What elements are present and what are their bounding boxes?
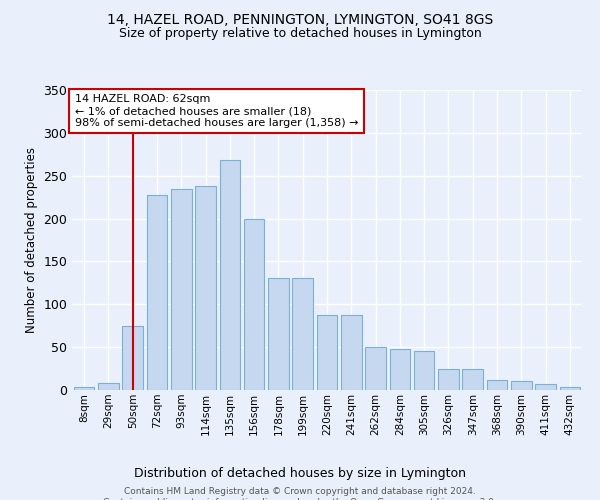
Bar	[292, 278, 313, 390]
Bar	[171, 190, 191, 390]
Bar	[244, 218, 265, 390]
Bar	[74, 388, 94, 390]
Bar	[463, 368, 483, 390]
Bar	[341, 314, 362, 390]
Bar	[220, 160, 240, 390]
Bar	[195, 186, 216, 390]
Bar	[365, 347, 386, 390]
Bar	[414, 350, 434, 390]
Bar	[317, 316, 337, 390]
Bar	[511, 382, 532, 390]
Text: 14, HAZEL ROAD, PENNINGTON, LYMINGTON, SO41 8GS: 14, HAZEL ROAD, PENNINGTON, LYMINGTON, S…	[107, 12, 493, 26]
Bar	[268, 278, 289, 390]
Bar	[389, 349, 410, 390]
Text: Size of property relative to detached houses in Lymington: Size of property relative to detached ho…	[119, 28, 481, 40]
Text: Contains HM Land Registry data © Crown copyright and database right 2024.
Contai: Contains HM Land Registry data © Crown c…	[103, 488, 497, 500]
Bar	[438, 368, 459, 390]
Bar	[122, 326, 143, 390]
Bar	[535, 384, 556, 390]
Bar	[560, 388, 580, 390]
Text: 14 HAZEL ROAD: 62sqm
← 1% of detached houses are smaller (18)
98% of semi-detach: 14 HAZEL ROAD: 62sqm ← 1% of detached ho…	[74, 94, 358, 128]
Y-axis label: Number of detached properties: Number of detached properties	[25, 147, 38, 333]
Bar	[146, 194, 167, 390]
Bar	[98, 383, 119, 390]
Bar	[487, 380, 508, 390]
Text: Distribution of detached houses by size in Lymington: Distribution of detached houses by size …	[134, 468, 466, 480]
